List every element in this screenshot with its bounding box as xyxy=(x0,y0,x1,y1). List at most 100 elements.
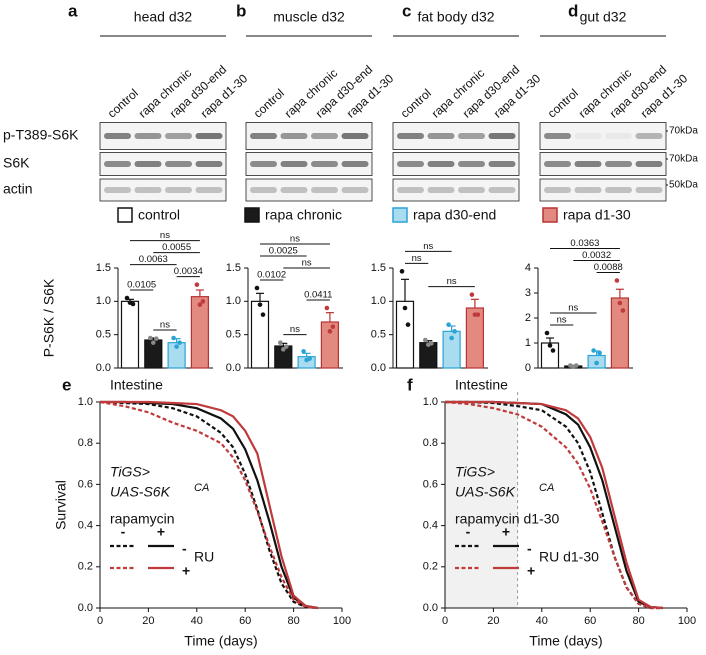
data-point xyxy=(154,336,159,341)
data-point xyxy=(399,269,405,274)
data-point xyxy=(130,301,136,307)
blot-band xyxy=(574,161,602,167)
data-point xyxy=(307,356,312,361)
legend-label: control xyxy=(138,207,180,223)
data-point xyxy=(449,335,454,341)
significance-label: 0.0363 xyxy=(570,238,599,249)
legend-row-sign: - xyxy=(182,541,187,557)
blot-band xyxy=(427,187,455,193)
data-point xyxy=(327,329,333,334)
significance-label: 0.0025 xyxy=(269,246,298,257)
panel-letter: f xyxy=(407,375,413,394)
blot-box xyxy=(245,152,373,176)
genotype: TiGS> xyxy=(455,464,495,480)
blot-band xyxy=(165,161,192,167)
blot-band xyxy=(311,187,338,193)
y-tick-label: 0.0 xyxy=(96,362,111,374)
y-tick-label: 1.0 xyxy=(96,295,111,307)
blot-box xyxy=(392,178,520,202)
bar xyxy=(320,321,339,369)
bar xyxy=(395,300,415,369)
y-tick-label: 0.6 xyxy=(423,478,438,490)
blot-band xyxy=(544,187,571,193)
y-tick-label: 0.6 xyxy=(78,478,93,490)
blot-band xyxy=(458,161,485,167)
blot-box xyxy=(539,178,667,202)
data-point xyxy=(446,322,451,327)
y-tick-label: 0.4 xyxy=(423,520,438,532)
genotype: TiGS> xyxy=(110,464,150,480)
y-tick-label: 0.2 xyxy=(423,561,438,573)
data-point xyxy=(324,305,330,311)
data-point xyxy=(257,302,263,307)
lane-label: control xyxy=(398,86,434,121)
significance-label: ns xyxy=(568,303,578,314)
y-tick-label: 2 xyxy=(525,312,531,324)
significance-label: ns xyxy=(557,315,567,326)
data-point xyxy=(281,347,286,352)
legend-column-sign: - xyxy=(466,524,471,540)
y-tick-label: 0.5 xyxy=(371,329,386,341)
data-point xyxy=(405,322,411,327)
blot-box xyxy=(245,178,373,202)
bar xyxy=(250,300,270,369)
data-point xyxy=(200,299,206,304)
panel-title: muscle d32 xyxy=(273,9,345,25)
significance-label: 0.0088 xyxy=(594,262,623,273)
data-point xyxy=(174,344,179,349)
legend-swatch xyxy=(244,207,260,223)
data-point xyxy=(594,360,599,366)
data-point xyxy=(469,292,475,297)
data-point xyxy=(429,341,434,346)
x-tick-label: 80 xyxy=(632,615,644,627)
blot-band xyxy=(397,187,424,193)
panel-letter: a xyxy=(68,1,78,20)
legend-label: rapa d30-end xyxy=(413,207,496,223)
blot-band xyxy=(544,161,571,167)
data-point xyxy=(620,308,626,313)
x-axis-label: Time (days) xyxy=(184,633,257,649)
blot-row-label: p-T389-S6K xyxy=(3,127,79,143)
data-point xyxy=(278,340,283,345)
x-tick-label: 40 xyxy=(536,615,548,627)
x-tick-label: 0 xyxy=(442,615,448,627)
x-tick-label: 100 xyxy=(678,615,696,627)
y-tick-label: 0.8 xyxy=(78,437,93,449)
y-axis-label: Survival xyxy=(53,480,69,530)
blot-band xyxy=(458,187,485,193)
y-tick-label: 0.0 xyxy=(371,362,386,374)
chart-title: Intestine xyxy=(110,377,163,393)
blot-band xyxy=(195,161,223,167)
bar xyxy=(465,307,484,369)
data-point xyxy=(423,337,428,343)
legend-swatch xyxy=(117,207,133,223)
data-point xyxy=(260,312,266,317)
significance-label: 0.0063 xyxy=(139,254,168,265)
blot-band xyxy=(104,161,131,167)
blot-band xyxy=(605,161,632,167)
y-tick-label: 0.4 xyxy=(78,520,93,532)
y-tick-label: 0.8 xyxy=(423,437,438,449)
y-tick-label: 0.5 xyxy=(96,329,111,341)
blot-band xyxy=(341,133,369,139)
y-tick-label: 0.0 xyxy=(423,602,438,614)
blot-band xyxy=(427,133,455,139)
y-tick-label: 1.0 xyxy=(371,295,386,307)
panel-letter: b xyxy=(236,1,246,20)
x-tick-label: 80 xyxy=(287,615,299,627)
survival-curve xyxy=(99,400,318,610)
blot-row-label: actin xyxy=(3,181,33,197)
blot-band xyxy=(458,133,485,139)
data-point xyxy=(574,363,579,368)
blot-band xyxy=(311,161,338,167)
x-tick-label: 60 xyxy=(584,615,596,627)
blot-band xyxy=(605,187,632,193)
blot-band xyxy=(635,161,663,167)
lane-label: control xyxy=(105,86,141,121)
blot-box xyxy=(539,152,667,176)
panel-letter: c xyxy=(402,1,411,20)
survival-curve xyxy=(445,400,663,610)
y-tick-label: 0 xyxy=(525,362,531,374)
significance-label: ns xyxy=(290,324,300,335)
